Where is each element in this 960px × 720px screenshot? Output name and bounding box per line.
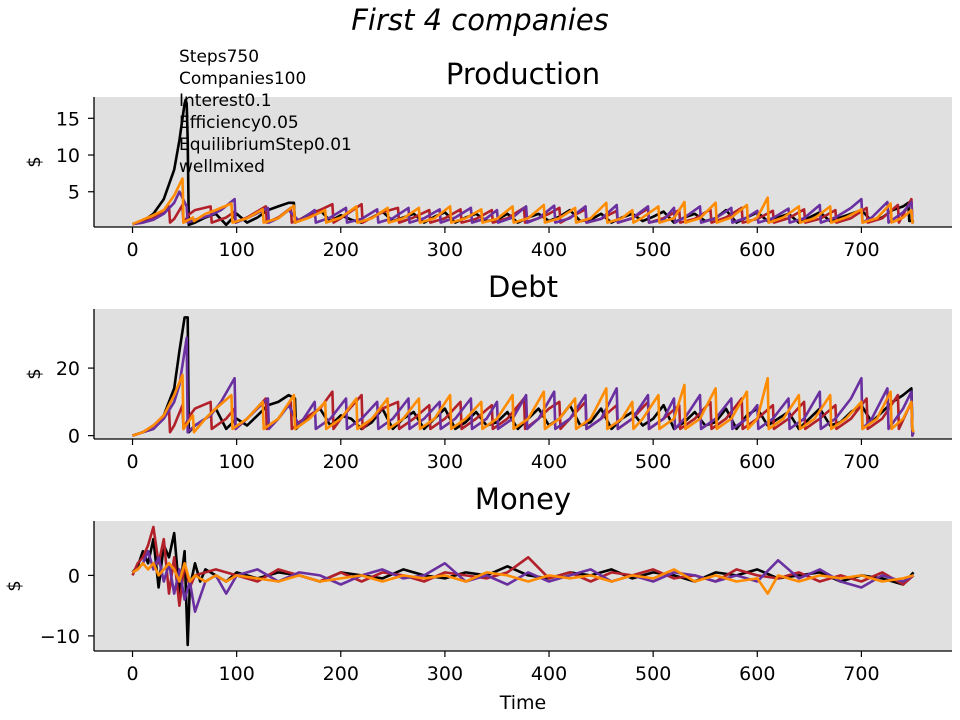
money-series-4-line [131,561,914,595]
ytick-label-money: 0 [68,565,80,587]
xtick-label-money: 100 [219,663,255,685]
ticks-production: 0 100 200 300 400 500 600 700 5 10 15 [56,108,880,261]
xtick-label-debt: 400 [531,451,567,473]
xtick-label-production: 700 [843,239,879,261]
ytick-label-production: 10 [56,145,80,167]
ytick-label-money: −10 [40,626,80,648]
ticks-money: 0 100 200 300 400 500 600 700 −10 0 [40,565,880,685]
ytick-label-production: 15 [56,108,80,130]
xtick-label-money: 700 [843,663,879,685]
lines-production [131,98,915,227]
production-series-4-line [131,177,915,226]
panel-money: Money 0 100 200 300 400 500 600 700 −10 0 $ Time [4,482,952,714]
xtick-label-debt: 500 [635,451,671,473]
xtick-label-production: 400 [531,239,567,261]
ytick-label-production: 5 [68,182,80,204]
ylabel-production: $ [24,156,45,167]
panel-debt: Debt 0 100 200 300 400 500 600 700 0 20 $ [24,270,952,473]
xtick-label-debt: 600 [739,451,775,473]
xtick-label-production: 200 [323,239,359,261]
lines-debt [132,316,915,437]
xtick-label-debt: 700 [843,451,879,473]
axes-bg-money [94,521,952,651]
ylabel-debt: $ [24,368,45,379]
xtick-label-debt: 100 [219,451,255,473]
xtick-label-production: 500 [635,239,671,261]
xtick-label-money: 500 [635,663,671,685]
debt-series-4-line [132,373,915,437]
xtick-label-debt: 300 [427,451,463,473]
ylabel-money: $ [4,580,25,591]
panel-title-debt: Debt [488,270,558,304]
panel-production: Production 0 100 200 300 400 500 600 700 5 10 15 $ [24,57,952,261]
xtick-label-production: 0 [126,239,138,261]
xtick-label-money: 600 [739,663,775,685]
xtick-label-production: 600 [739,239,775,261]
lines-money [131,525,915,647]
xtick-label-money: 200 [323,663,359,685]
panel-title-money: Money [475,482,571,516]
parameter-annotation: Steps750 Companies100 Interest0.1 Effici… [179,47,352,177]
annotation-line: EquilibriumStep0.01 [179,135,352,155]
xtick-label-debt: 200 [323,451,359,473]
annotation-line: Interest0.1 [179,91,272,111]
ytick-label-debt: 0 [68,426,80,448]
annotation-line: Steps750 [179,47,259,67]
ytick-label-debt: 20 [56,358,80,380]
axes-bg-production [94,97,952,227]
annotation-line: Efficiency0.05 [179,113,299,133]
xtick-label-production: 300 [427,239,463,261]
figure-suptitle: First 4 companies [351,3,609,37]
ticks-debt: 0 100 200 300 400 500 600 700 0 20 [56,358,880,473]
xtick-label-production: 100 [219,239,255,261]
panel-title-production: Production [446,57,600,91]
xtick-label-money: 300 [427,663,463,685]
annotation-line: wellmixed [179,157,265,177]
xlabel-time: Time [499,692,547,714]
xtick-label-money: 400 [531,663,567,685]
xtick-label-debt: 0 [126,451,138,473]
xtick-label-money: 0 [126,663,138,685]
annotation-line: Companies100 [179,69,306,89]
